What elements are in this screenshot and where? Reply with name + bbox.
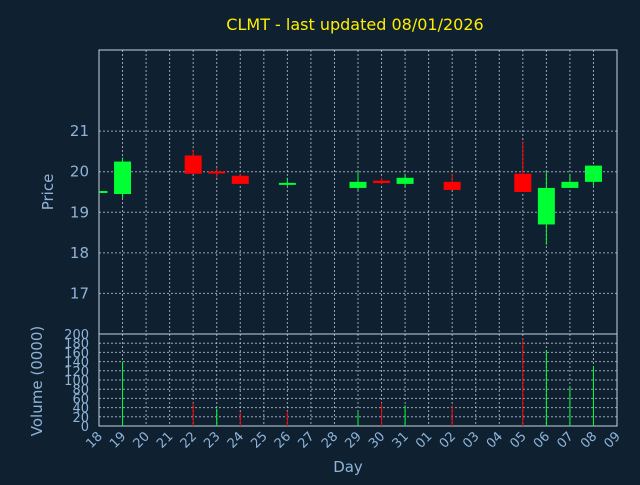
candle-body xyxy=(373,180,391,184)
candle-body xyxy=(537,187,555,225)
candle-body xyxy=(396,177,414,184)
price-tick-label: 21 xyxy=(70,122,89,140)
volume-tick-label: 80 xyxy=(72,383,89,398)
candle-body xyxy=(514,173,532,192)
x-tick-label: 26 xyxy=(272,429,294,451)
candle-body xyxy=(561,181,579,188)
price-tick-label: 18 xyxy=(70,244,89,262)
chart-title: CLMT - last updated 08/01/2026 xyxy=(226,15,483,34)
candle-body xyxy=(231,175,249,184)
x-axis: 18 19 20 21 22 23 24 25 26 27 28 29 30 31 01 02 03 04 05 06… xyxy=(84,429,624,451)
x-tick-label: 04 xyxy=(484,429,506,451)
x-tick-label: 09 xyxy=(602,429,624,451)
candle-body xyxy=(584,165,602,182)
candle-body xyxy=(184,155,202,174)
price-axis-title: Price xyxy=(39,174,57,211)
volume-tick-label: 140 xyxy=(64,356,89,371)
volume-tick-label: 40 xyxy=(72,402,89,417)
x-tick-label: 30 xyxy=(366,429,388,451)
candle-body xyxy=(349,181,367,188)
x-tick-label: 02 xyxy=(437,429,459,451)
x-tick-label: 31 xyxy=(390,429,412,451)
x-tick-label: 03 xyxy=(460,429,482,451)
candle-body xyxy=(443,181,461,190)
volume-tick-label: 0 xyxy=(81,420,89,435)
x-tick-label: 27 xyxy=(295,429,317,451)
volume-tick-label: 200 xyxy=(64,328,89,343)
price-tick-label: 17 xyxy=(70,284,89,302)
x-axis-title: Day xyxy=(333,458,363,476)
x-tick-label: 07 xyxy=(554,429,576,451)
x-tick-label: 20 xyxy=(131,429,153,451)
x-tick-label: 24 xyxy=(225,429,247,451)
candle-body xyxy=(114,161,132,195)
x-tick-label: 25 xyxy=(248,429,270,451)
volume-tick-label: 20 xyxy=(72,411,89,426)
volume-tick-label: 60 xyxy=(72,392,89,407)
x-tick-label: 19 xyxy=(107,429,129,451)
x-tick-label: 06 xyxy=(531,429,553,451)
price-panel: 17 18 19 20 21 xyxy=(70,49,618,335)
volume-tick-label: 120 xyxy=(64,365,89,380)
volume-tick-label: 100 xyxy=(64,374,89,389)
x-tick-label: 29 xyxy=(343,429,365,451)
volume-tick-label: 180 xyxy=(64,337,89,352)
x-tick-label: 22 xyxy=(178,429,200,451)
x-tick-label: 21 xyxy=(154,429,176,451)
volume-axis-title: Volume (0000) xyxy=(28,326,46,436)
x-tick-label: 05 xyxy=(507,429,529,451)
volume-tick-label: 160 xyxy=(64,346,89,361)
x-tick-label: 01 xyxy=(413,429,435,451)
x-tick-label: 28 xyxy=(319,429,341,451)
x-tick-label: 08 xyxy=(578,429,600,451)
x-tick-label: 23 xyxy=(201,429,223,451)
price-tick-label: 20 xyxy=(70,163,89,181)
price-tick-label: 19 xyxy=(70,203,89,221)
